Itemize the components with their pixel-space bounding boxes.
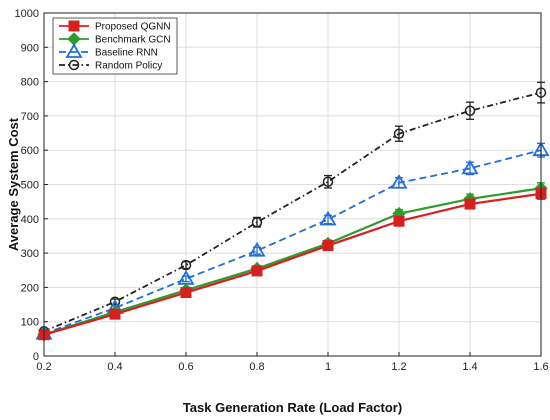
legend-label: Random Policy	[95, 61, 162, 72]
legend-swatch-marker	[68, 59, 80, 71]
series-line	[43, 149, 542, 335]
y-axis-title: Average System Cost	[6, 117, 21, 251]
plot-frame	[43, 12, 542, 357]
data-point	[464, 105, 476, 117]
x-axis-ticks: 0.2 0.4 0.6 0.8 1 1.2 1.4 1.6	[36, 352, 549, 373]
y-tick-label: 200	[21, 282, 39, 294]
data-point	[461, 159, 479, 175]
data-point	[464, 198, 476, 210]
legend-label: Proposed QGNN	[95, 22, 171, 33]
series-line	[43, 91, 542, 333]
data-point	[322, 176, 334, 188]
y-tick-label: 700	[21, 111, 39, 123]
data-point	[322, 240, 334, 252]
y-tick-label: 300	[21, 248, 39, 260]
data-point	[251, 216, 263, 228]
legend-swatch-marker	[68, 20, 80, 32]
x-tick-label: 0.8	[249, 361, 264, 373]
x-tick-label: 1.6	[533, 361, 548, 373]
x-tick-label: 1	[325, 361, 331, 373]
y-tick-label: 0	[33, 351, 39, 363]
x-axis-title: Task Generation Rate (Load Factor)	[183, 400, 402, 415]
y-tick-label: 600	[21, 145, 39, 157]
x-tick-label: 1.2	[391, 361, 406, 373]
y-tick-label: 100	[21, 317, 39, 329]
data-point	[251, 265, 263, 277]
x-tick-label: 0.2	[36, 361, 51, 373]
data-point	[393, 128, 405, 139]
data-point	[319, 210, 337, 226]
legend-label: Baseline RNN	[95, 48, 158, 59]
data-point	[109, 308, 121, 320]
y-tick-label: 1000	[15, 8, 39, 20]
data-point	[248, 241, 266, 257]
series-line	[43, 192, 542, 336]
x-tick-label: 1.4	[462, 361, 477, 373]
data-point	[390, 173, 408, 189]
data-point	[393, 215, 405, 227]
legend-swatch-marker	[65, 43, 83, 58]
y-tick-label: 800	[21, 77, 39, 89]
y-tick-label: 400	[21, 214, 39, 226]
y-tick-label: 900	[21, 42, 39, 54]
x-tick-label: 0.6	[178, 361, 193, 373]
legend-label: Benchmark GCN	[95, 35, 171, 46]
data-point	[180, 259, 192, 271]
y-tick-label: 500	[21, 180, 39, 192]
legend: Proposed QGNN Benchmark GCN Baseline RNN Ra…	[52, 17, 178, 75]
series-line	[43, 187, 542, 336]
data-point	[180, 287, 192, 299]
x-tick-label: 0.4	[107, 361, 122, 373]
